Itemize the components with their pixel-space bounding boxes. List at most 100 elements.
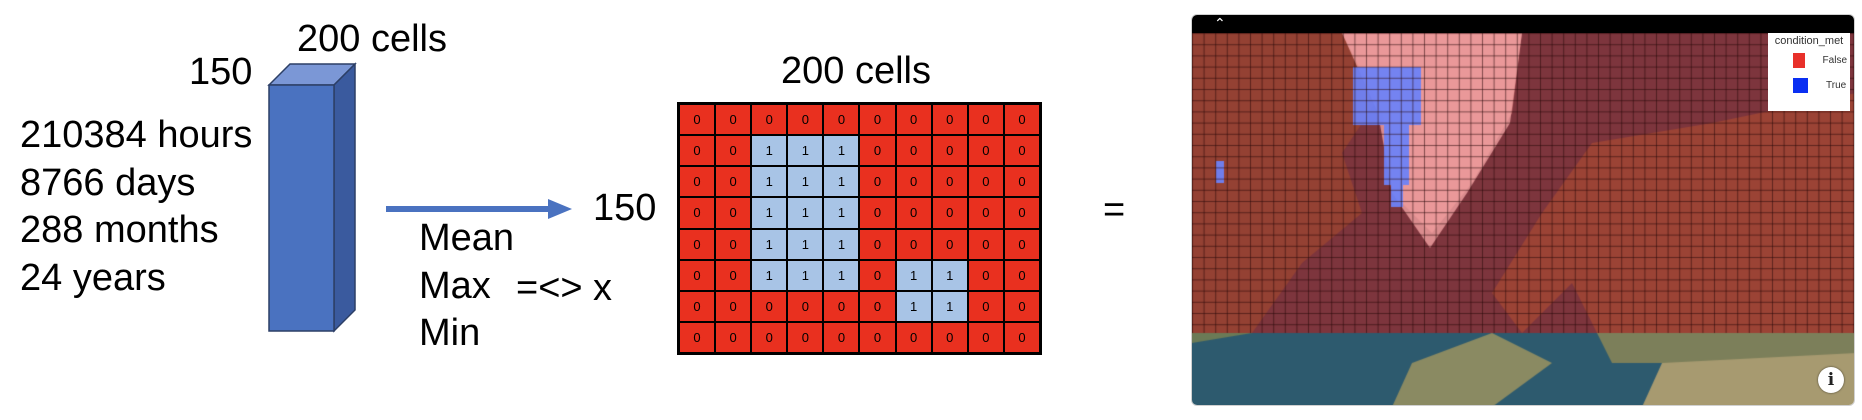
grid-cell: 0	[679, 290, 716, 322]
grid-height-label: 150	[593, 187, 657, 229]
aggregation-ops: Mean Max Min	[419, 215, 514, 358]
cube-width-label: 200 cells	[297, 18, 447, 60]
grid-cell: 0	[859, 259, 896, 291]
threshold-symbol: x	[593, 267, 612, 309]
grid-cell: 0	[1003, 197, 1040, 229]
grid-cell: 0	[967, 166, 1004, 198]
grid-cell: 1	[823, 228, 860, 260]
condition-map[interactable]: ⌃ condition_met False True i	[1191, 14, 1855, 406]
grid-cell: 0	[715, 321, 752, 353]
grid-cell: 0	[967, 259, 1004, 291]
grid-cell: 1	[787, 228, 824, 260]
grid-cell: 1	[787, 166, 824, 198]
grid-cell: 1	[895, 290, 932, 322]
grid-cell: 0	[895, 104, 932, 136]
map-toolbar: ⌃	[1192, 15, 1854, 33]
grid-width-label: 200 cells	[781, 50, 931, 92]
info-icon[interactable]: i	[1818, 367, 1844, 393]
grid-cell: 0	[967, 104, 1004, 136]
comparator: =<>	[516, 267, 583, 309]
equals-sign: =	[1103, 189, 1126, 231]
grid-cell: 0	[787, 104, 824, 136]
grid-cell: 1	[751, 197, 788, 229]
legend-item-true: True	[1771, 73, 1847, 97]
grid-cell: 1	[751, 135, 788, 167]
grid-cell: 0	[823, 104, 860, 136]
grid-cell: 0	[967, 290, 1004, 322]
grid-cell: 0	[751, 290, 788, 322]
grid-cell: 1	[823, 135, 860, 167]
grid-cell: 0	[931, 197, 968, 229]
grid-cell: 0	[679, 104, 716, 136]
grid-cell: 1	[931, 259, 968, 291]
grid-cell: 0	[1003, 228, 1040, 260]
grid-cell: 0	[931, 135, 968, 167]
grid-cell: 0	[715, 197, 752, 229]
grid-cell: 0	[967, 197, 1004, 229]
grid-cell: 0	[895, 197, 932, 229]
grid-cell: 0	[859, 135, 896, 167]
resolution-months: 288 months	[20, 209, 219, 251]
map-canvas[interactable]	[1192, 33, 1854, 405]
grid-cell: 1	[751, 259, 788, 291]
grid-cell: 0	[715, 290, 752, 322]
grid-cell: 0	[679, 197, 716, 229]
grid-cell: 0	[859, 290, 896, 322]
aggregation-arrow	[386, 199, 572, 219]
grid-cell: 0	[715, 104, 752, 136]
resolution-days: 8766 days	[20, 161, 196, 204]
grid-cell: 0	[679, 135, 716, 167]
legend-item-false: False	[1771, 48, 1847, 72]
grid-cell: 0	[1003, 135, 1040, 167]
resolution-hours: 210384 hours	[20, 114, 253, 156]
grid-cell: 0	[967, 228, 1004, 260]
grid-cell: 0	[895, 228, 932, 260]
grid-cell: 0	[967, 135, 1004, 167]
grid-cell: 0	[751, 104, 788, 136]
grid-cell: 1	[823, 197, 860, 229]
grid-cell: 0	[823, 290, 860, 322]
legend-label-true: True	[1826, 79, 1847, 91]
grid-cell: 0	[859, 197, 896, 229]
grid-cell: 0	[1003, 321, 1040, 353]
op-mean: Mean	[419, 217, 515, 259]
grid-cell: 1	[823, 166, 860, 198]
grid-cell: 0	[1003, 259, 1040, 291]
grid-cell: 1	[751, 166, 788, 198]
grid-cell: 1	[787, 135, 824, 167]
grid-cell: 0	[895, 321, 932, 353]
grid-cell: 0	[787, 290, 824, 322]
grid-cell: 0	[751, 321, 788, 353]
grid-cell: 0	[895, 135, 932, 167]
legend-swatch-false	[1793, 52, 1805, 68]
grid-cell: 0	[859, 166, 896, 198]
grid-cell: 1	[931, 290, 968, 322]
grid-cell: 0	[679, 321, 716, 353]
grid-cell: 1	[751, 228, 788, 260]
grid-cell: 0	[715, 259, 752, 291]
grid-cell: 0	[895, 166, 932, 198]
grid-cell: 1	[895, 259, 932, 291]
grid-cell: 0	[823, 321, 860, 353]
legend-label-false: False	[1822, 54, 1847, 66]
map-legend: condition_met False True	[1768, 33, 1850, 111]
grid-cell: 1	[787, 197, 824, 229]
grid-cell: 0	[679, 166, 716, 198]
op-min: Min	[419, 312, 481, 354]
grid-cell: 0	[931, 321, 968, 353]
grid-cell: 0	[715, 135, 752, 167]
cube-height-label: 150	[189, 51, 253, 93]
grid-cell: 0	[859, 104, 896, 136]
grid-cell: 0	[1003, 290, 1040, 322]
op-max: Max	[419, 264, 491, 307]
legend-title: condition_met	[1774, 35, 1844, 47]
grid-cell: 1	[787, 259, 824, 291]
grid-cell: 1	[823, 259, 860, 291]
resolution-list: 210384 hours 8766 days 288 months 24 yea…	[20, 112, 252, 302]
grid-cell: 0	[931, 166, 968, 198]
chevron-up-icon[interactable]: ⌃	[1214, 16, 1226, 32]
grid-cell: 0	[715, 228, 752, 260]
grid-cell: 0	[967, 321, 1004, 353]
grid-cell: 0	[859, 228, 896, 260]
